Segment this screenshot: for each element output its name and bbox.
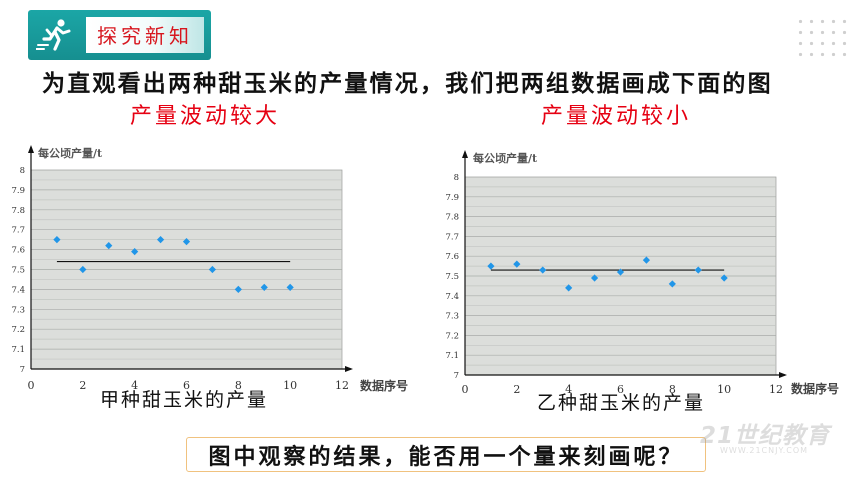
data-point <box>131 247 139 256</box>
y-tick-label: 7.4 <box>445 292 459 302</box>
chart-caption-right: 乙种甜玉米的产量 <box>537 392 706 414</box>
y-tick-label: 7 <box>454 371 459 381</box>
dot-grid-decoration <box>795 16 851 60</box>
data-point <box>590 274 599 282</box>
observation-left: 产量波动较大 <box>130 104 281 129</box>
x-axis-title: 数据序号 <box>360 378 408 393</box>
x-tick-label: 10 <box>717 383 731 396</box>
data-point <box>513 260 521 268</box>
y-tick-label: 7.9 <box>445 193 459 203</box>
data-point <box>487 262 495 270</box>
x-axis-arrow <box>779 372 787 378</box>
y-tick-label: 7.8 <box>11 206 25 216</box>
y-tick-label: 7.2 <box>11 325 25 335</box>
y-tick-label: 8 <box>454 173 459 183</box>
data-point <box>668 280 676 288</box>
x-tick-label: 2 <box>79 379 86 392</box>
y-tick-label: 7.3 <box>11 305 25 315</box>
x-tick-label: 12 <box>335 379 349 392</box>
x-tick-label: 4 <box>131 379 138 392</box>
data-point <box>260 283 268 292</box>
watermark-logo: 21世纪教育 WWW.21CNJY.COM <box>700 416 850 466</box>
y-axis-arrow <box>462 150 468 158</box>
chart-left: 8 7.9 7.8 7.7 7.6 7.5 7.4 7.3 7.2 7.1 70 2 4 6 8 10 12 每公… <box>11 145 408 393</box>
data-point <box>105 242 113 250</box>
intro-text: 为直观看出两种甜玉米的产量情况，我们把两组数据画成下面的图 <box>42 71 773 97</box>
x-tick-label: 0 <box>28 379 35 392</box>
y-tick-label: 7.7 <box>11 226 25 236</box>
y-tick-label: 7.3 <box>445 312 459 322</box>
data-point <box>565 284 573 292</box>
running-man-icon <box>35 18 76 52</box>
y-tick-label: 7.5 <box>445 272 459 282</box>
chart-caption-left: 甲种甜玉米的产量 <box>100 389 269 411</box>
y-tick-label: 7.6 <box>11 246 25 256</box>
y-axis-title: 每公顷产量/t <box>38 146 103 160</box>
question-box: 图中观察的结果，能否用一个量来刻画呢？ <box>186 437 706 472</box>
y-tick-label: 8 <box>20 166 25 176</box>
x-axis-arrow <box>345 366 353 372</box>
data-point <box>182 238 191 246</box>
data-point <box>234 285 242 293</box>
watermark-site-text: WWW.21CNJY.COM <box>720 446 809 455</box>
data-point <box>79 265 87 274</box>
banner-title-box <box>86 17 204 53</box>
section-banner: 探究新知 <box>28 10 211 60</box>
y-tick-label: 7.6 <box>445 252 459 262</box>
y-axis-arrow <box>28 145 34 153</box>
y-tick-label: 7.7 <box>445 232 459 242</box>
data-point <box>286 283 294 292</box>
y-tick-label: 7.1 <box>11 345 25 355</box>
y-axis-title: 每公顷产量/t <box>473 151 538 165</box>
data-point <box>642 256 651 264</box>
x-tick-label: 8 <box>669 383 676 396</box>
x-tick-label: 4 <box>565 383 572 396</box>
x-tick-label: 6 <box>183 379 190 392</box>
y-tick-label: 7.9 <box>11 186 25 196</box>
data-point <box>616 268 625 276</box>
data-point <box>208 265 217 274</box>
data-point <box>156 236 165 244</box>
chart-right: 8 7.9 7.8 7.7 7.6 7.5 7.4 7.3 7.2 7.1 70 2 4 6 8 10 12 每公… <box>445 150 839 396</box>
x-tick-label: 8 <box>235 379 242 392</box>
data-point <box>720 274 728 282</box>
y-tick-label: 7.4 <box>11 285 25 295</box>
observation-right: 产量波动较小 <box>541 104 692 129</box>
data-point <box>53 236 61 244</box>
banner-title: 探究新知 <box>97 24 193 48</box>
x-tick-label: 2 <box>513 383 520 396</box>
watermark-logo-text: 21世纪教育 <box>700 423 831 449</box>
x-tick-label: 0 <box>462 383 469 396</box>
data-point <box>539 266 547 274</box>
x-axis-title: 数据序号 <box>791 381 839 396</box>
data-point <box>694 266 702 274</box>
y-tick-label: 7.2 <box>445 331 459 341</box>
x-tick-label: 6 <box>617 383 624 396</box>
y-tick-label: 7 <box>20 365 25 375</box>
y-tick-label: 7.8 <box>445 213 459 223</box>
y-tick-label: 7.1 <box>445 351 459 361</box>
y-tick-label: 7.5 <box>11 266 25 276</box>
x-tick-label: 10 <box>283 379 297 392</box>
x-tick-label: 12 <box>769 383 783 396</box>
question-text: 图中观察的结果，能否用一个量来刻画呢？ <box>208 444 684 470</box>
